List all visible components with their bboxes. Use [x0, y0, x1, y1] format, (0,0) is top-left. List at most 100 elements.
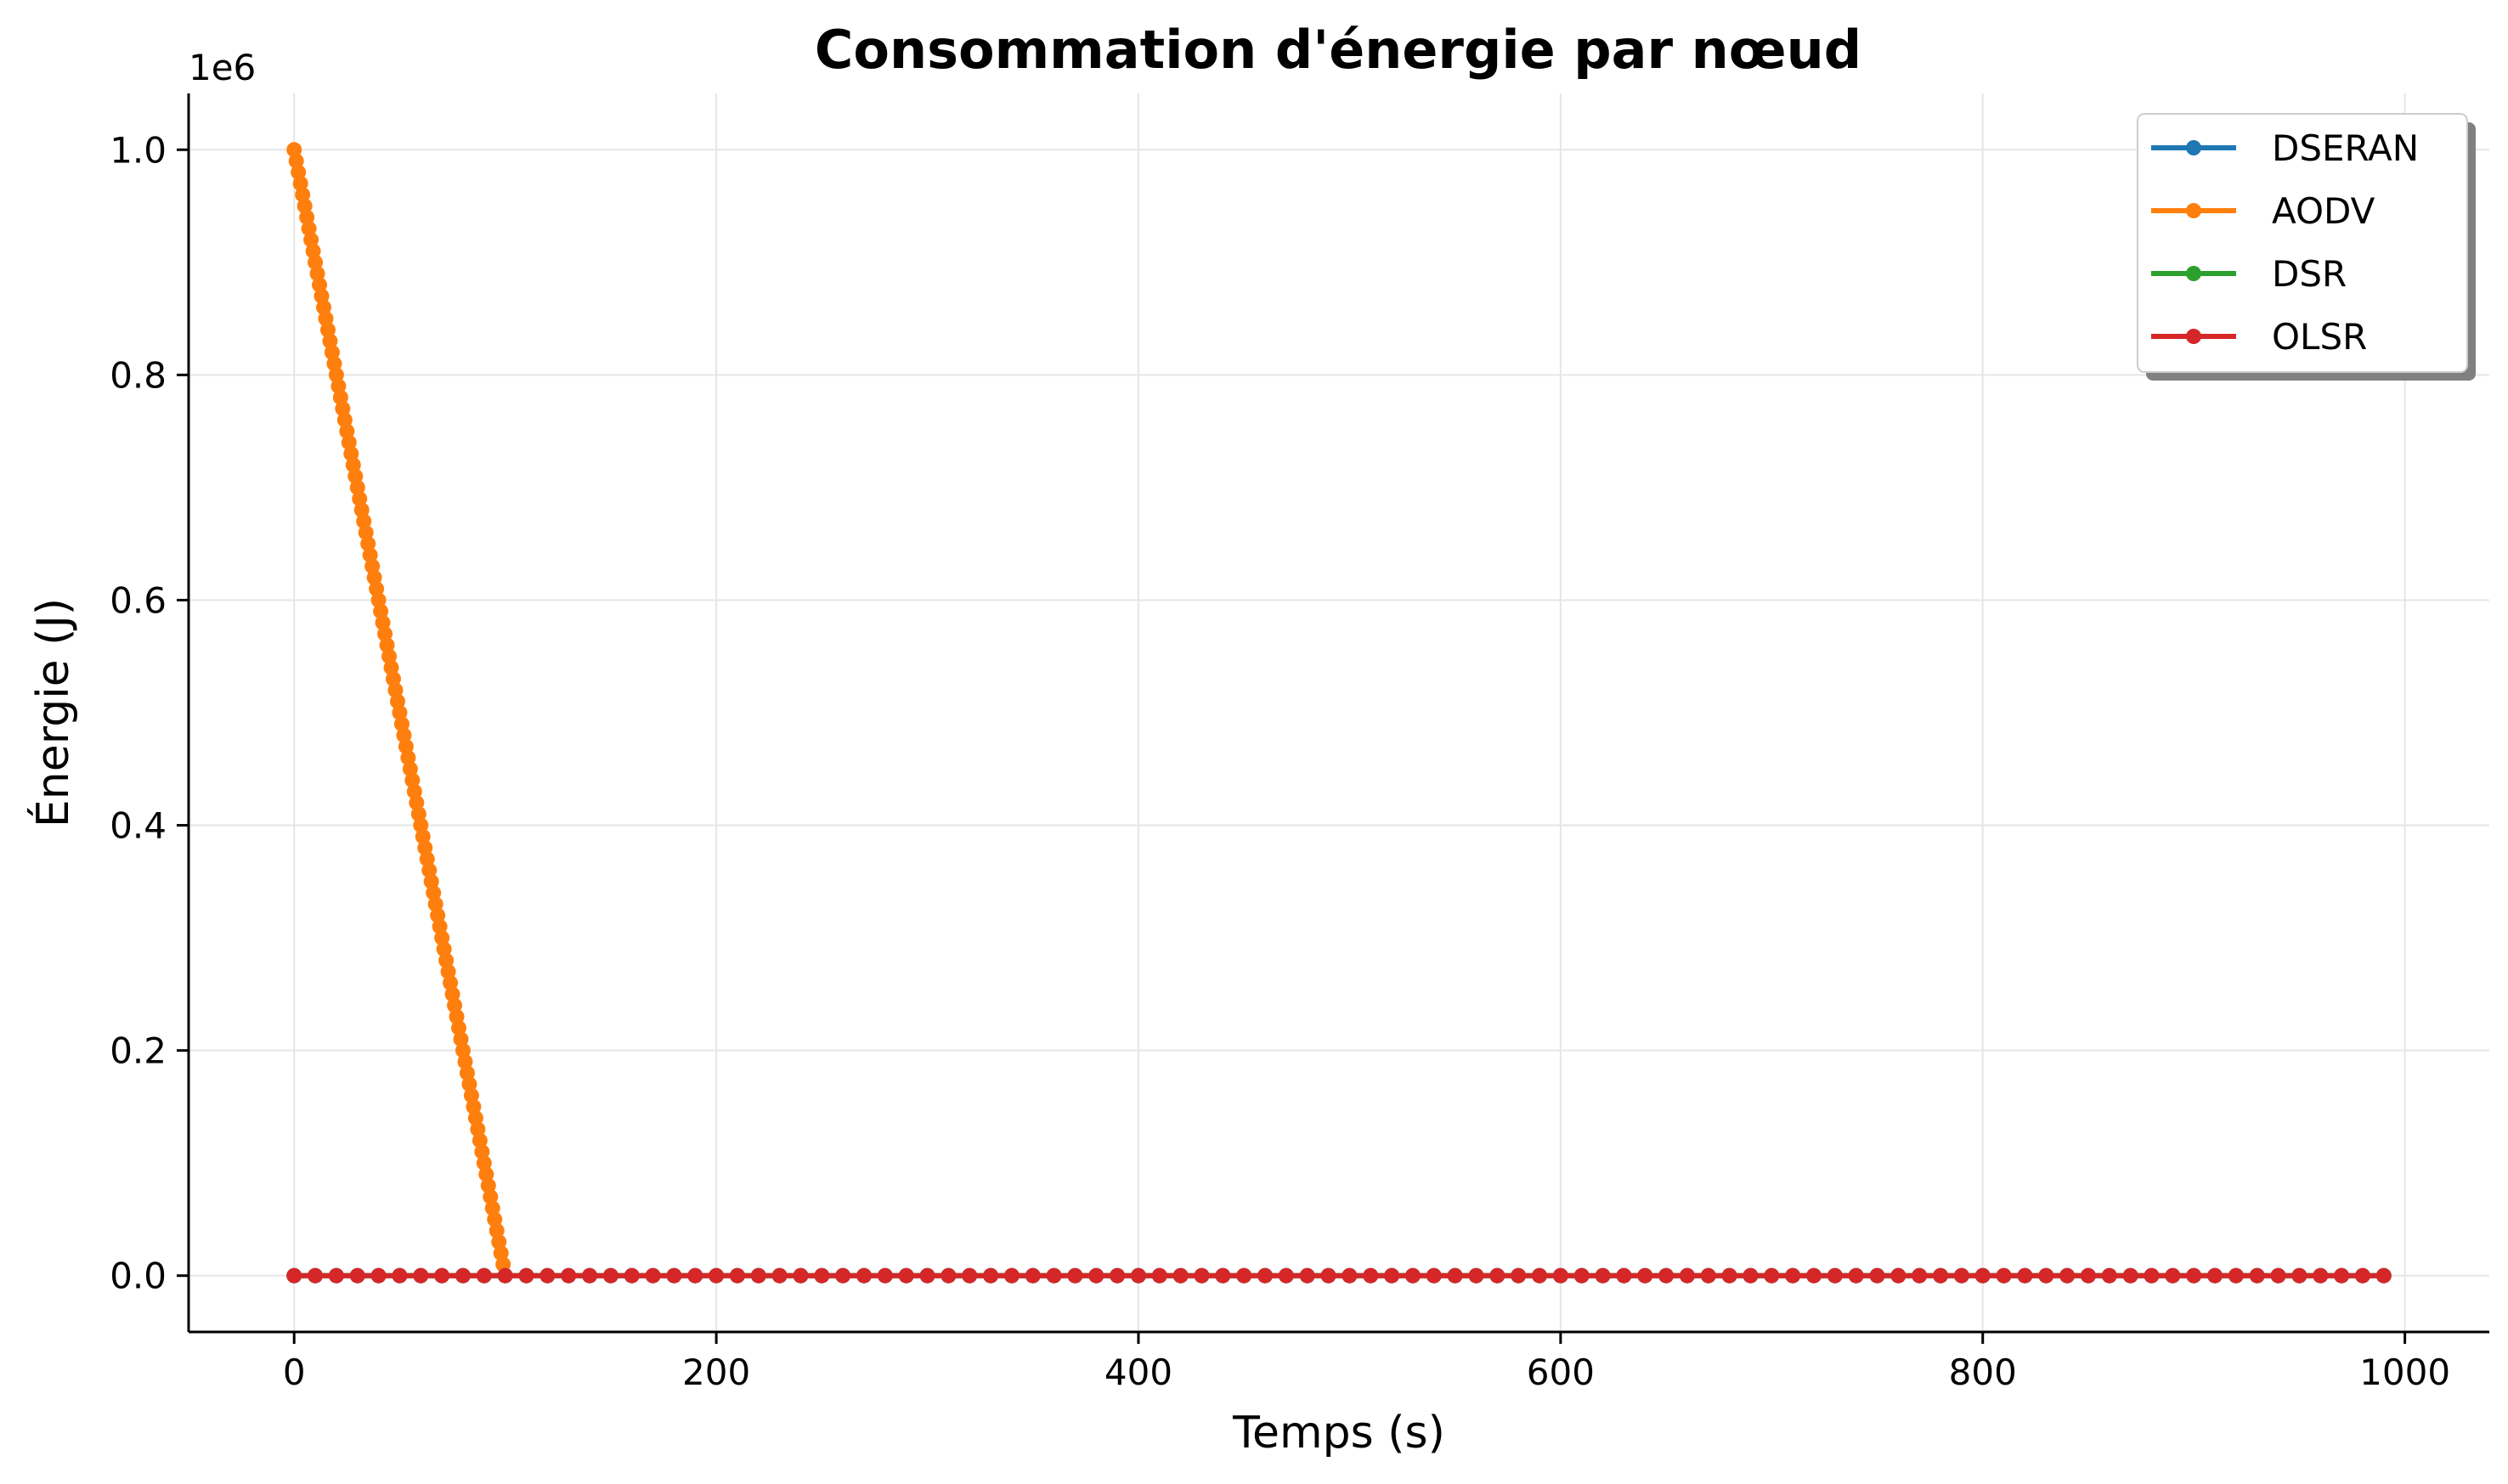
data-point: [2038, 1267, 2054, 1284]
data-point: [1848, 1267, 1864, 1284]
data-point: [1194, 1267, 1210, 1284]
data-point: [940, 1267, 957, 1284]
data-point: [2270, 1267, 2286, 1284]
data-point: [539, 1267, 556, 1284]
data-point: [2207, 1267, 2223, 1284]
data-point: [687, 1267, 703, 1284]
data-point: [1595, 1267, 1611, 1284]
data-point: [1172, 1267, 1189, 1284]
data-point: [771, 1267, 788, 1284]
data-point: [814, 1267, 830, 1284]
legend-label: OLSR: [2272, 316, 2367, 358]
data-point: [2249, 1267, 2265, 1284]
data-point: [2080, 1267, 2096, 1284]
data-point: [2186, 1267, 2202, 1284]
data-point: [518, 1267, 534, 1284]
chart-title: Consommation d'énergie par nœud: [815, 19, 1861, 81]
data-point: [1658, 1267, 1675, 1284]
data-point: [1046, 1267, 1062, 1284]
series-aodv: [286, 142, 513, 1284]
data-point: [1996, 1267, 2012, 1284]
data-point: [1912, 1267, 1928, 1284]
data-point: [2059, 1267, 2076, 1284]
x-tick-label: 0: [283, 1351, 306, 1393]
data-point: [1404, 1267, 1421, 1284]
data-point: [856, 1267, 873, 1284]
data-point: [1215, 1267, 1231, 1284]
data-point: [1257, 1267, 1274, 1284]
data-point: [1511, 1267, 1527, 1284]
data-point: [1342, 1267, 1358, 1284]
data-point: [1003, 1267, 1020, 1284]
legend-item-dsr: DSR: [2151, 253, 2347, 295]
data-point: [1363, 1267, 1379, 1284]
plot-series: [286, 142, 2392, 1284]
y-tick-label: 1.0: [110, 129, 167, 171]
data-point: [1384, 1267, 1400, 1284]
data-point: [1700, 1267, 1716, 1284]
y-tick-label: 0.4: [110, 805, 167, 847]
data-point: [1447, 1267, 1463, 1284]
data-point: [2334, 1267, 2350, 1284]
data-point: [1320, 1267, 1336, 1284]
data-point: [328, 1267, 344, 1284]
data-point: [2291, 1267, 2307, 1284]
data-point: [1637, 1267, 1653, 1284]
data-point: [1468, 1267, 1484, 1284]
data-point: [1426, 1267, 1442, 1284]
data-point: [392, 1267, 408, 1284]
data-point: [1110, 1267, 1126, 1284]
data-point: [898, 1267, 914, 1284]
data-point: [1890, 1267, 1906, 1284]
data-point: [1785, 1267, 1801, 1284]
y-tick-label: 0.8: [110, 354, 167, 396]
data-point: [1953, 1267, 1969, 1284]
data-point: [1827, 1267, 1843, 1284]
data-point: [1764, 1267, 1780, 1284]
data-point: [1743, 1267, 1759, 1284]
legend-box: [2137, 113, 2468, 373]
data-point: [349, 1267, 365, 1284]
data-point: [2313, 1267, 2329, 1284]
data-point: [1067, 1267, 1083, 1284]
legend-marker: [2186, 329, 2201, 344]
data-point: [2165, 1267, 2181, 1284]
legend-item-dseran: DSERAN: [2151, 127, 2419, 169]
data-point: [2017, 1267, 2033, 1284]
data-point: [1805, 1267, 1822, 1284]
data-point: [793, 1267, 809, 1284]
data-point: [370, 1267, 387, 1284]
legend-label: DSERAN: [2272, 127, 2419, 169]
data-point: [1933, 1267, 1949, 1284]
data-point: [1236, 1267, 1252, 1284]
legend-marker: [2186, 140, 2201, 155]
data-point: [308, 1267, 324, 1284]
data-point: [1088, 1267, 1104, 1284]
data-point: [286, 1267, 302, 1284]
y-tick-label: 0.2: [110, 1030, 167, 1072]
data-point: [2101, 1267, 2117, 1284]
data-point: [1299, 1267, 1315, 1284]
data-point: [877, 1267, 893, 1284]
y-tick-label: 0.0: [110, 1255, 167, 1297]
data-point: [1025, 1267, 1041, 1284]
legend: DSERAN AODV DSR OLSR: [2137, 113, 2476, 381]
data-point: [2122, 1267, 2138, 1284]
data-point: [602, 1267, 619, 1284]
legend-marker: [2186, 203, 2201, 218]
data-point: [2144, 1267, 2160, 1284]
y-tick-label: 0.6: [110, 579, 167, 621]
data-point: [1278, 1267, 1294, 1284]
data-point: [497, 1267, 513, 1284]
data-point: [1869, 1267, 1885, 1284]
data-point: [1489, 1267, 1505, 1284]
data-point: [1552, 1267, 1568, 1284]
y-axis-label: Énergie (J): [27, 598, 79, 827]
data-point: [1130, 1267, 1146, 1284]
x-tick-label: 800: [1949, 1351, 2017, 1393]
x-tick-label: 1000: [2359, 1351, 2450, 1393]
ticks: 0 200 400 600 800 1000 0.0 0.2 0.4 0.6 0.8 1.0: [110, 129, 2450, 1393]
x-tick-label: 600: [1527, 1351, 1595, 1393]
data-point: [750, 1267, 766, 1284]
